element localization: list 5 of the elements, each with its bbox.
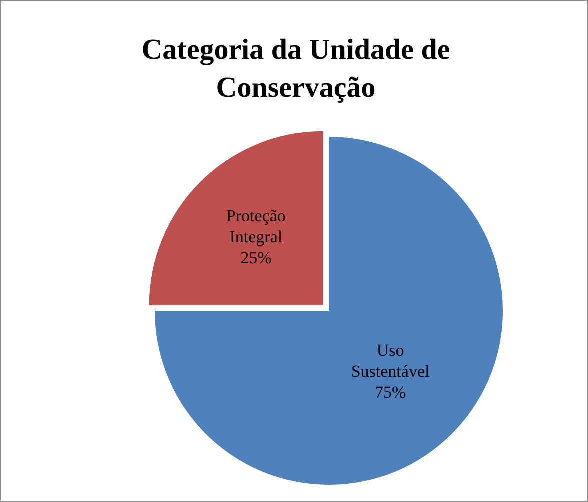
- data-label: 75%: [374, 382, 406, 402]
- slice-label: Uso Sustentável: [351, 340, 430, 381]
- chart-title: Categoria da Unidade de Conservação: [140, 33, 452, 106]
- slice-label: Proteção Integral: [226, 206, 286, 247]
- data-label: 25%: [240, 248, 272, 268]
